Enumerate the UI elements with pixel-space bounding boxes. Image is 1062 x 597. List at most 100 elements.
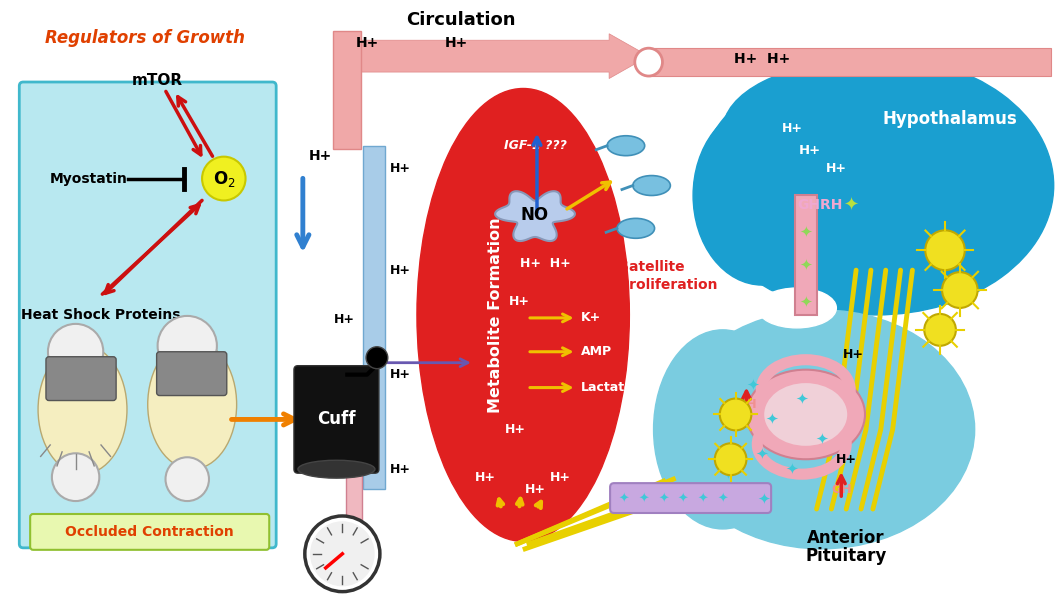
Bar bbox=[363, 146, 384, 489]
Text: H+: H+ bbox=[525, 482, 546, 496]
Circle shape bbox=[924, 314, 956, 346]
Text: H+  H+: H+ H+ bbox=[519, 257, 570, 270]
Bar bbox=[794, 195, 817, 315]
Ellipse shape bbox=[298, 460, 375, 478]
Text: H+: H+ bbox=[504, 423, 526, 436]
Text: O$_2$: O$_2$ bbox=[212, 168, 235, 189]
Ellipse shape bbox=[148, 340, 237, 469]
Ellipse shape bbox=[417, 88, 630, 541]
Text: GHRH: GHRH bbox=[796, 198, 842, 213]
Text: ✦: ✦ bbox=[800, 225, 812, 240]
Text: Myostatin: Myostatin bbox=[50, 171, 127, 186]
Circle shape bbox=[635, 48, 663, 76]
Ellipse shape bbox=[693, 106, 832, 285]
Ellipse shape bbox=[668, 310, 975, 549]
Text: Circulation: Circulation bbox=[406, 11, 516, 29]
Text: H+  H+: H+ H+ bbox=[734, 52, 790, 66]
Text: K+: K+ bbox=[581, 312, 601, 324]
Polygon shape bbox=[495, 191, 575, 241]
Circle shape bbox=[925, 230, 964, 270]
Ellipse shape bbox=[765, 383, 847, 446]
Text: H+: H+ bbox=[444, 36, 467, 50]
Circle shape bbox=[366, 347, 388, 369]
Circle shape bbox=[166, 457, 209, 501]
Text: ✦: ✦ bbox=[816, 432, 828, 447]
Text: GH: GH bbox=[736, 398, 757, 411]
Text: ✦: ✦ bbox=[795, 392, 808, 407]
Text: Hypothalamus: Hypothalamus bbox=[883, 110, 1017, 128]
Text: ✦: ✦ bbox=[619, 493, 629, 506]
Circle shape bbox=[48, 324, 103, 380]
Text: ✦: ✦ bbox=[718, 493, 727, 506]
Text: Pituitary: Pituitary bbox=[806, 547, 887, 565]
Text: ✦: ✦ bbox=[800, 258, 812, 273]
Text: ✦: ✦ bbox=[800, 294, 812, 309]
FancyBboxPatch shape bbox=[156, 352, 227, 396]
Text: IGF-1 ???: IGF-1 ??? bbox=[503, 139, 566, 152]
Text: ✦: ✦ bbox=[766, 412, 778, 427]
Ellipse shape bbox=[698, 56, 1054, 315]
Text: Metabolite Formation: Metabolite Formation bbox=[489, 217, 503, 413]
Text: Anterior: Anterior bbox=[807, 529, 885, 547]
Text: H+: H+ bbox=[509, 296, 530, 309]
Circle shape bbox=[52, 453, 100, 501]
Text: Heat Shock Proteins: Heat Shock Proteins bbox=[20, 308, 181, 322]
Circle shape bbox=[311, 522, 374, 586]
Text: ✦: ✦ bbox=[721, 467, 734, 482]
Text: ✦: ✦ bbox=[786, 461, 799, 476]
Ellipse shape bbox=[607, 136, 645, 156]
FancyBboxPatch shape bbox=[333, 31, 361, 149]
Circle shape bbox=[720, 399, 752, 430]
Ellipse shape bbox=[747, 370, 864, 459]
Text: H+: H+ bbox=[390, 162, 411, 175]
Text: H+: H+ bbox=[826, 162, 846, 175]
Text: H+: H+ bbox=[390, 368, 411, 381]
Text: H+: H+ bbox=[390, 264, 411, 276]
Text: GH: GH bbox=[830, 482, 852, 496]
Text: ✦: ✦ bbox=[843, 196, 859, 214]
Text: mTOR: mTOR bbox=[132, 73, 183, 88]
Text: H+: H+ bbox=[335, 313, 355, 327]
Text: ✦: ✦ bbox=[678, 493, 688, 506]
Bar bbox=[346, 474, 362, 554]
Text: H+: H+ bbox=[842, 348, 863, 361]
Text: H+: H+ bbox=[475, 470, 496, 484]
Text: AMP: AMP bbox=[581, 345, 612, 358]
Text: H+: H+ bbox=[356, 36, 379, 50]
Text: Lactate: Lactate bbox=[581, 381, 633, 394]
FancyBboxPatch shape bbox=[30, 514, 270, 550]
Text: Cell Proliferation: Cell Proliferation bbox=[585, 278, 718, 292]
Bar bbox=[649, 48, 1050, 76]
Text: H+: H+ bbox=[782, 122, 803, 136]
Ellipse shape bbox=[633, 176, 670, 195]
Text: H+: H+ bbox=[799, 144, 821, 157]
Ellipse shape bbox=[617, 219, 654, 238]
Text: H+: H+ bbox=[550, 470, 571, 484]
Ellipse shape bbox=[653, 330, 792, 529]
Circle shape bbox=[202, 156, 245, 201]
Circle shape bbox=[157, 316, 217, 376]
Circle shape bbox=[942, 272, 978, 308]
Text: Satellite: Satellite bbox=[619, 260, 684, 274]
Text: ✦: ✦ bbox=[746, 377, 758, 392]
Text: H+: H+ bbox=[390, 463, 411, 476]
Text: H+: H+ bbox=[335, 403, 355, 416]
Ellipse shape bbox=[723, 61, 999, 201]
FancyBboxPatch shape bbox=[19, 82, 276, 548]
Text: ✦: ✦ bbox=[756, 447, 769, 461]
Circle shape bbox=[715, 444, 747, 475]
FancyBboxPatch shape bbox=[610, 483, 771, 513]
Text: Regulators of Growth: Regulators of Growth bbox=[45, 29, 244, 47]
Text: NO: NO bbox=[521, 207, 549, 224]
Ellipse shape bbox=[38, 345, 127, 474]
Text: H+: H+ bbox=[309, 149, 332, 162]
Text: H+: H+ bbox=[836, 453, 857, 466]
Text: Cuff: Cuff bbox=[318, 410, 356, 429]
FancyBboxPatch shape bbox=[46, 357, 116, 401]
Text: ✦: ✦ bbox=[638, 493, 649, 506]
Text: ✦: ✦ bbox=[658, 493, 669, 506]
Circle shape bbox=[305, 516, 380, 592]
FancyBboxPatch shape bbox=[294, 366, 379, 473]
Ellipse shape bbox=[757, 288, 837, 328]
Text: ✦: ✦ bbox=[758, 491, 771, 507]
